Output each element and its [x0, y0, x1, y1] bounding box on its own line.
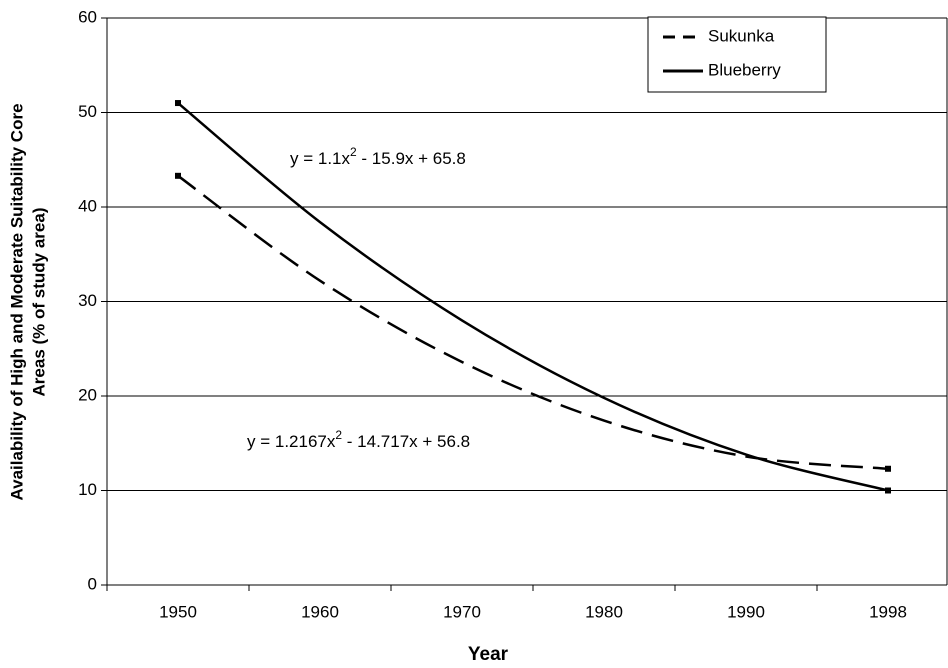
x-tick-label: 1998	[869, 602, 907, 621]
y-tick-label: 10	[78, 480, 97, 499]
line-series	[177, 174, 889, 471]
y-tick-label: 20	[78, 385, 97, 404]
x-tick-label: 1980	[585, 602, 623, 621]
y-tick-label: 0	[88, 574, 97, 593]
x-tick-label: 1990	[727, 602, 765, 621]
x-axis-label: Year	[468, 644, 509, 665]
annotation-part: y = 1.2167x	[247, 432, 336, 451]
annotation-part: - 14.717x + 56.8	[342, 432, 470, 451]
annotation-part: 2	[350, 145, 357, 159]
marker	[885, 465, 891, 472]
legend-label: Sukunka	[708, 26, 775, 45]
x-tick-label: 1970	[443, 602, 481, 621]
y-tick-label: 30	[78, 291, 97, 310]
legend-label: Blueberry	[708, 60, 781, 79]
annotation-part: 2	[335, 428, 342, 442]
y-axis-label: Availability of High and Moderate Suitab…	[7, 103, 26, 500]
annotation-part: y = 1.1x	[290, 149, 351, 168]
annotation: y = 1.2167x2 - 14.717x + 56.8	[247, 428, 470, 451]
line-series	[177, 102, 889, 492]
x-tick-label: 1960	[301, 602, 339, 621]
annotation: y = 1.1x2 - 15.9x + 65.8	[290, 145, 466, 168]
x-tick-label: 1950	[159, 602, 197, 621]
annotation-part: - 15.9x + 65.8	[357, 149, 466, 168]
y-tick-label: 60	[78, 7, 97, 26]
marker	[175, 100, 181, 107]
y-axis-label: Areas (% of study area)	[29, 208, 48, 397]
y-tick-label: 40	[78, 196, 97, 215]
legend-box	[647, 16, 827, 93]
marker	[175, 172, 181, 179]
marker	[885, 487, 891, 494]
y-tick-label: 50	[78, 102, 97, 121]
